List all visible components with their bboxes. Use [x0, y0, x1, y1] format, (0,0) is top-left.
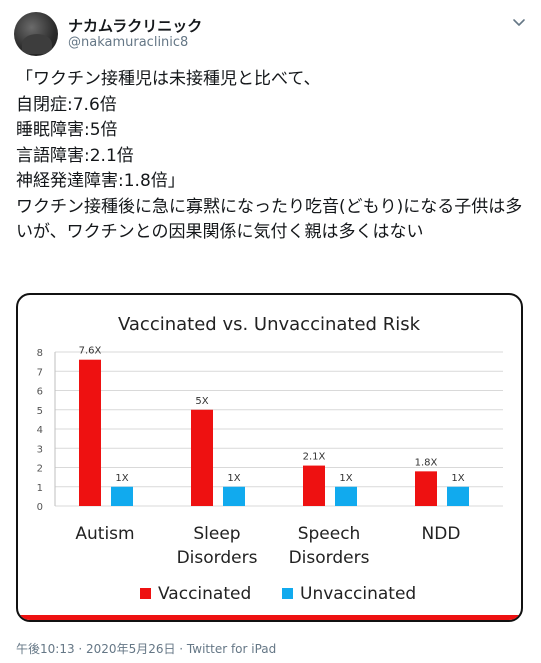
y-tick-label: 6: [37, 387, 43, 398]
tweet-timestamp[interactable]: 午後10:13 · 2020年5月26日 · Twitter for iPad: [16, 642, 277, 656]
bar-data-label: 5X: [195, 396, 208, 407]
x-category-label: Speech: [298, 524, 361, 544]
display-name[interactable]: ナカムラクリニック: [68, 17, 203, 35]
bar-data-label: 1X: [451, 473, 464, 484]
y-tick-label: 0: [37, 502, 43, 513]
image-bottom-border: [18, 615, 521, 620]
tweet-text: 「ワクチン接種児は未接種児と比べて、 自閉症:7.6倍 睡眠障害:5倍 言語障害…: [16, 69, 523, 242]
bar-vaccinated: [415, 471, 437, 506]
y-tick-label: 1: [37, 483, 43, 494]
bar-unvaccinated: [335, 486, 357, 506]
x-category-label: Autism: [75, 524, 134, 544]
y-tick-label: 8: [37, 348, 43, 359]
bar-data-label: 7.6X: [79, 346, 102, 357]
user-handle[interactable]: @nakamuraclinic8: [68, 35, 189, 50]
bar-data-label: 1X: [115, 473, 128, 484]
bar-vaccinated: [191, 409, 213, 506]
bar-vaccinated: [79, 359, 101, 506]
y-tick-label: 3: [37, 444, 43, 455]
tweet-media-image[interactable]: Vaccinated vs. Unvaccinated Risk 0 1 2 3 4 5 6 7…: [16, 293, 523, 622]
legend-label: Vaccinated: [158, 584, 251, 604]
bar-data-label: 1X: [339, 473, 352, 484]
chevron-down-icon[interactable]: [511, 14, 527, 30]
y-tick-label: 5: [37, 406, 43, 417]
y-tick-label: 4: [37, 425, 43, 436]
bar-data-label: 1X: [227, 473, 240, 484]
legend-label: Unvaccinated: [300, 584, 416, 604]
chart-title: Vaccinated vs. Unvaccinated Risk: [118, 314, 421, 335]
bar-unvaccinated: [111, 486, 133, 506]
avatar[interactable]: [14, 12, 58, 56]
bar-data-label: 2.1X: [303, 452, 326, 463]
bar-chart: Vaccinated vs. Unvaccinated Risk 0 1 2 3 4 5 6 7…: [18, 314, 521, 620]
bar-unvaccinated: [447, 486, 469, 506]
x-category-label: Disorders: [289, 548, 370, 568]
bar-unvaccinated: [223, 486, 245, 506]
legend-swatch: [282, 588, 293, 599]
bar-data-label: 1.8X: [415, 457, 438, 468]
legend-swatch: [140, 588, 151, 599]
y-tick-label: 7: [37, 367, 43, 378]
x-category-label: Sleep: [193, 524, 240, 544]
y-tick-label: 2: [37, 464, 43, 475]
bar-vaccinated: [303, 465, 325, 506]
x-category-label: NDD: [422, 524, 461, 544]
x-category-label: Disorders: [177, 548, 258, 568]
